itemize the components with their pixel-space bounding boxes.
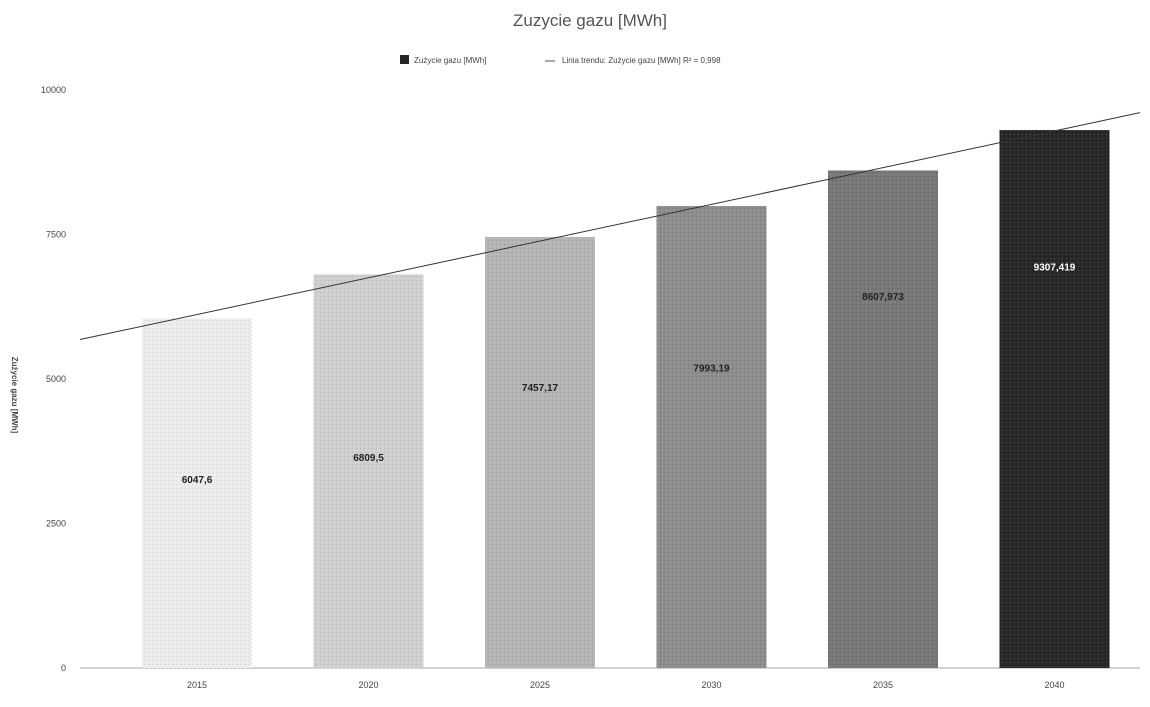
y-axis-title: Zużycie gazu [MWh] xyxy=(10,357,19,434)
data-label: 9307,419 xyxy=(1034,263,1076,274)
y-axis: 0 2500 5000 7500 10000 xyxy=(41,85,66,673)
legend-bar-label: Zużycie gazu [MWh] xyxy=(414,56,486,65)
bars-group xyxy=(142,130,1110,668)
y-tick-label: 2500 xyxy=(46,519,66,529)
data-label: 6809,5 xyxy=(353,453,384,464)
data-labels-group: 6047,6 6809,5 7457,17 7993,19 8607,973 9307,4… xyxy=(182,263,1076,487)
x-tick-label: 2015 xyxy=(187,680,207,690)
chart-legend: Zużycie gazu [MWh] Linia trendu: Zużycie… xyxy=(400,55,721,65)
legend-bar-swatch xyxy=(400,55,409,64)
bar-texture xyxy=(142,318,252,668)
legend-trend-label: Linia trendu: Zużycie gazu [MWh] R² = 0,… xyxy=(562,56,721,65)
bar-texture xyxy=(313,274,424,668)
x-axis: 2015 2020 2025 2030 2035 2040 xyxy=(80,667,1140,690)
y-tick-label: 5000 xyxy=(46,374,66,384)
bar-texture xyxy=(485,236,595,668)
data-label: 7457,17 xyxy=(522,383,559,394)
trendline-group xyxy=(79,112,1141,341)
chart-title: Zuzycie gazu [MWh] xyxy=(513,11,667,30)
data-label: 7993,19 xyxy=(693,364,730,375)
y-tick-label: 0 xyxy=(61,663,66,673)
x-tick-label: 2030 xyxy=(701,680,721,690)
y-tick-label: 10000 xyxy=(41,85,66,95)
y-tick-label: 7500 xyxy=(46,230,66,240)
x-tick-label: 2025 xyxy=(530,680,550,690)
x-tick-label: 2020 xyxy=(358,680,378,690)
trendline xyxy=(79,112,1141,341)
x-tick-label: 2040 xyxy=(1044,680,1064,690)
bar-texture xyxy=(828,170,938,668)
data-label: 8607,973 xyxy=(862,292,904,303)
data-label: 6047,6 xyxy=(182,475,213,486)
bar-texture xyxy=(656,205,767,668)
x-tick-label: 2035 xyxy=(873,680,893,690)
bar-texture xyxy=(999,130,1110,668)
